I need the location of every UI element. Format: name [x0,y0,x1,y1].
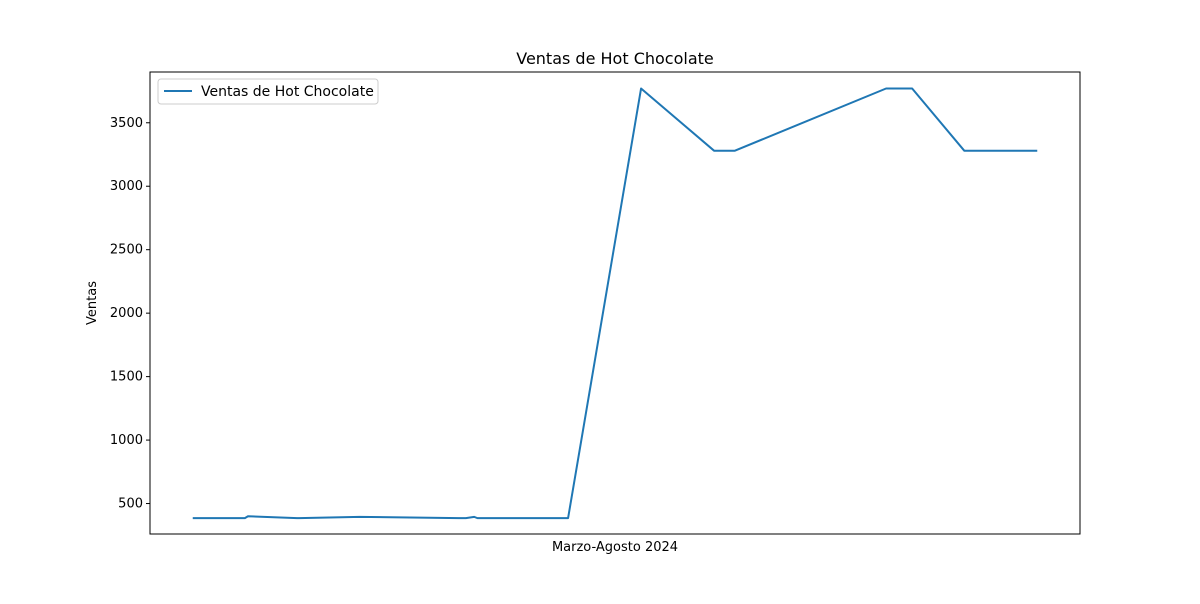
y-tick-label: 1500 [110,370,143,385]
series-line-0 [192,87,1038,520]
y-tick-label: 3000 [110,179,143,194]
y-tick-label: 2500 [110,243,143,258]
y-tick-label: 2000 [110,306,143,321]
legend-label: Ventas de Hot Chocolate [201,84,374,100]
y-axis-label: Ventas [85,281,100,325]
y-tick-label: 3500 [110,116,143,131]
y-tick-label: 500 [118,497,143,512]
y-tick-label: 1000 [110,433,143,448]
plot-area [149,71,1081,535]
series-layer [192,87,1038,520]
legend: Ventas de Hot Chocolate [157,78,379,105]
y-axis-ticks: 500 1000 1500 2000 2500 3000 3500 [110,116,150,512]
chart-title: Ventas de Hot Chocolate [516,49,714,68]
legend-box [157,78,379,105]
x-axis-label: Marzo-Agosto 2024 [552,540,678,555]
